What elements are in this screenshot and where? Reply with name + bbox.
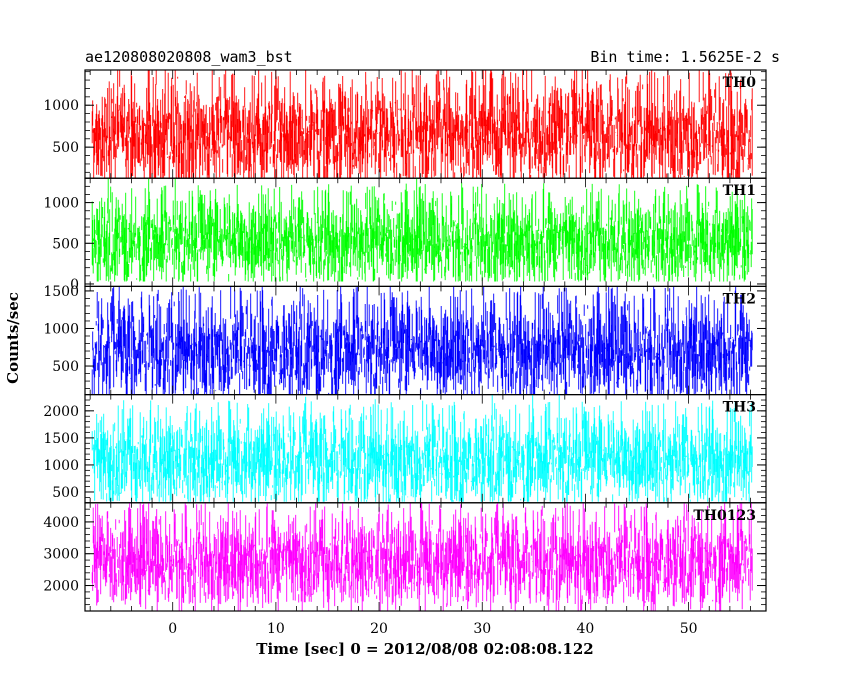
panel-th3: 500 1000 1500 2000 TH3 xyxy=(43,394,767,504)
y-tick-label: 500 xyxy=(52,140,79,156)
y-tick-label: 1000 xyxy=(43,98,79,114)
y-tick-label: 1000 xyxy=(43,458,79,474)
panel-th2: 500 1000 1500 TH2 xyxy=(43,284,767,396)
series-th1 xyxy=(91,178,753,282)
y-tick-label: 0 xyxy=(70,277,79,293)
panel-label-th0: TH0 xyxy=(723,75,757,91)
x-tick-label: 0 xyxy=(168,621,177,637)
series-th0 xyxy=(91,70,753,179)
y-tick-label: 1500 xyxy=(43,431,79,447)
panels-group: 500 1000 TH0 0 500 1000 TH1 500 1000 1500 TH2 500 10… xyxy=(43,69,767,612)
panel-label-th3: TH3 xyxy=(723,400,756,416)
y-tick-label: 4000 xyxy=(43,515,79,531)
x-tick-label: 30 xyxy=(473,621,491,637)
y-axis-title: Counts/sec xyxy=(4,292,22,384)
x-axis-title: Time [sec] 0 = 2012/08/08 02:08:08.122 xyxy=(256,640,593,658)
y-tick-label: 1000 xyxy=(43,321,79,337)
y-tick-label: 3000 xyxy=(43,547,79,563)
panel-th0123: 2000 3000 4000 TH0123 xyxy=(43,502,767,612)
panel-label-th0123: TH0123 xyxy=(693,508,756,524)
x-tick-label: 40 xyxy=(577,621,595,637)
y-tick-label: 500 xyxy=(52,485,79,501)
panel-th1: 0 500 1000 TH1 xyxy=(43,177,767,293)
x-tick-label: 50 xyxy=(680,621,698,637)
y-tick-label: 500 xyxy=(52,359,79,375)
header-left-title: ae120808020808_wam3_bst xyxy=(85,48,293,66)
header-bin-time: Bin time: 1.5625E-2 s xyxy=(590,48,780,66)
series-th2 xyxy=(91,286,753,395)
x-tick-label: 20 xyxy=(370,621,388,637)
y-tick-label: 1500 xyxy=(43,284,79,300)
panel-th0: 500 1000 TH0 xyxy=(43,69,767,179)
series-th0123 xyxy=(91,502,753,611)
series-th3 xyxy=(91,394,753,502)
x-axis: 0 10 20 30 40 50 xyxy=(168,621,697,637)
y-tick-label: 500 xyxy=(52,236,79,252)
x-tick-label: 10 xyxy=(267,621,285,637)
y-tick-label: 1000 xyxy=(43,196,79,212)
panel-frame xyxy=(84,502,767,612)
panel-label-th2: TH2 xyxy=(723,291,756,307)
panel-label-th1: TH1 xyxy=(723,183,756,199)
y-tick-label: 2000 xyxy=(43,404,79,420)
y-tick-label: 2000 xyxy=(43,579,79,595)
